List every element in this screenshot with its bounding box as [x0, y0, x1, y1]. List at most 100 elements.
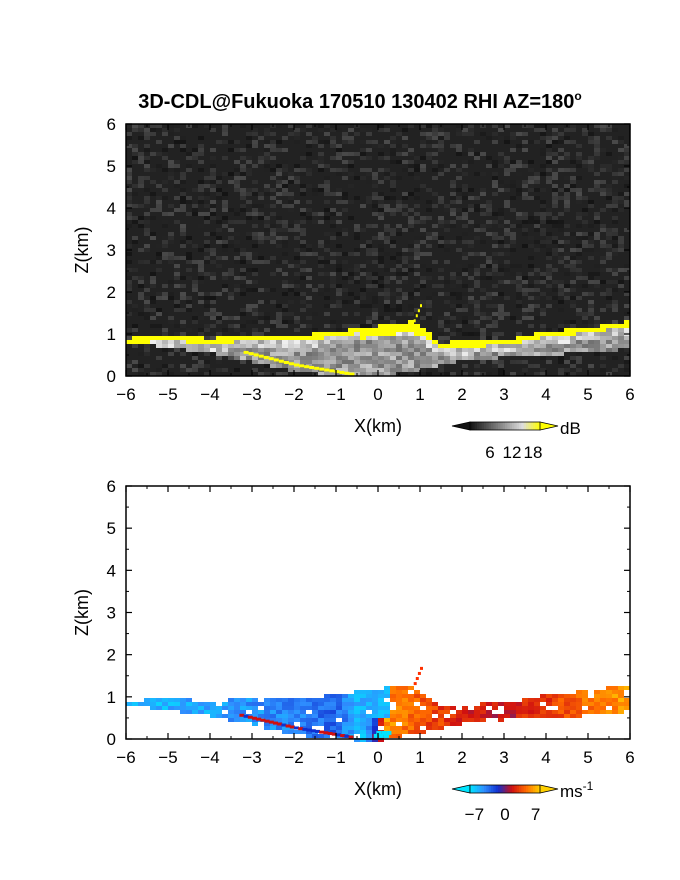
- reflectivity-colorbar-swatch: [507, 422, 511, 430]
- reflectivity-cell: [312, 360, 318, 364]
- reflectivity-cell: [330, 348, 336, 352]
- reflectivity-cell: [174, 208, 180, 212]
- reflectivity-cell: [606, 268, 612, 272]
- reflectivity-cell: [210, 316, 216, 320]
- reflectivity-cell: [570, 124, 576, 128]
- reflectivity-cell: [156, 152, 162, 156]
- reflectivity-cell: [462, 184, 468, 188]
- reflectivity-cell: [336, 156, 342, 160]
- reflectivity-cell: [510, 148, 516, 152]
- reflectivity-cell: [534, 364, 540, 368]
- velocity-cell: [432, 722, 438, 726]
- reflectivity-cell: [282, 188, 288, 192]
- reflectivity-cell: [510, 260, 516, 264]
- velocity-cell: [582, 710, 588, 714]
- reflectivity-cell: [426, 216, 432, 220]
- reflectivity-cell: [252, 208, 258, 212]
- reflectivity-cell: [540, 124, 546, 128]
- reflectivity-cell: [456, 344, 462, 348]
- velocity-colorbar-swatch: [512, 785, 515, 793]
- reflectivity-cell: [462, 172, 468, 176]
- reflectivity-cell: [210, 348, 216, 352]
- velocity-cell: [438, 722, 444, 726]
- reflectivity-cell: [474, 332, 480, 336]
- reflectivity-cell: [588, 188, 594, 192]
- reflectivity-cell: [420, 216, 426, 220]
- velocity-cell: [150, 702, 156, 706]
- reflectivity-cell: [354, 196, 360, 200]
- reflectivity-cell: [240, 312, 246, 316]
- reflectivity-cell: [132, 324, 138, 328]
- reflectivity-cell: [144, 228, 150, 232]
- reflectivity-cell: [162, 156, 168, 160]
- reflectivity-cell: [180, 308, 186, 312]
- reflectivity-cell: [252, 224, 258, 228]
- velocity-cell: [234, 702, 240, 706]
- reflectivity-cell: [522, 228, 528, 232]
- reflectivity-cell: [624, 156, 630, 160]
- reflectivity-cell: [240, 200, 246, 204]
- reflectivity-cell: [498, 372, 504, 376]
- reflectivity-cell: [318, 144, 324, 148]
- reflectivity-cell: [186, 368, 192, 372]
- velocity-cell: [594, 702, 600, 706]
- reflectivity-cell: [306, 244, 312, 248]
- reflectivity-cell: [372, 328, 378, 332]
- reflectivity-cell: [204, 348, 210, 352]
- reflectivity-cell: [276, 236, 282, 240]
- reflectivity-y-axis-label: Z(km): [72, 227, 92, 274]
- reflectivity-cell: [360, 344, 366, 348]
- reflectivity-cell: [498, 224, 504, 228]
- velocity-cell: [318, 702, 324, 706]
- velocity-colorbar-swatch: [481, 785, 485, 793]
- reflectivity-cell: [420, 168, 426, 172]
- reflectivity-cell: [462, 320, 468, 324]
- reflectivity-cell: [240, 188, 246, 192]
- reflectivity-cell: [216, 356, 222, 360]
- reflectivity-cell: [168, 336, 174, 340]
- reflectivity-cell: [588, 368, 594, 372]
- reflectivity-cell: [192, 364, 198, 368]
- reflectivity-cell: [156, 200, 162, 204]
- reflectivity-cell: [408, 256, 414, 260]
- reflectivity-cell: [378, 260, 384, 264]
- reflectivity-cell: [300, 360, 306, 364]
- velocity-cell: [588, 698, 594, 702]
- reflectivity-cell: [288, 132, 294, 136]
- velocity-cell: [277, 722, 283, 726]
- reflectivity-cell: [492, 360, 498, 364]
- reflectivity-cell: [600, 168, 606, 172]
- reflectivity-cell: [162, 256, 168, 260]
- reflectivity-cell: [534, 176, 540, 180]
- reflectivity-cell: [390, 196, 396, 200]
- reflectivity-cell: [510, 180, 516, 184]
- velocity-cell: [408, 722, 414, 726]
- reflectivity-cell: [570, 344, 576, 348]
- reflectivity-cell: [216, 360, 222, 364]
- reflectivity-cell: [498, 332, 504, 336]
- reflectivity-cell: [492, 236, 498, 240]
- reflectivity-cell: [582, 316, 588, 320]
- reflectivity-cell: [252, 348, 258, 352]
- reflectivity-cell: [276, 228, 282, 232]
- reflectivity-cell: [210, 272, 216, 276]
- reflectivity-cell: [474, 172, 480, 176]
- reflectivity-cell: [462, 192, 468, 196]
- reflectivity-cell: [198, 200, 204, 204]
- reflectivity-cell: [252, 328, 258, 332]
- velocity-cell: [366, 714, 372, 718]
- velocity-cell: [594, 698, 600, 702]
- reflectivity-cell: [246, 308, 252, 312]
- velocity-colorbar-swatch: [521, 785, 525, 793]
- velocity-cell: [456, 714, 462, 718]
- reflectivity-cell: [540, 372, 546, 376]
- reflectivity-cell: [210, 128, 216, 132]
- reflectivity-cell: [240, 344, 246, 348]
- reflectivity-cell: [468, 136, 474, 140]
- reflectivity-cell: [198, 260, 204, 264]
- velocity-cell: [516, 706, 522, 710]
- velocity-cell: [360, 734, 366, 738]
- reflectivity-cell: [210, 176, 216, 180]
- velocity-cell: [390, 694, 396, 698]
- reflectivity-cell: [438, 144, 444, 148]
